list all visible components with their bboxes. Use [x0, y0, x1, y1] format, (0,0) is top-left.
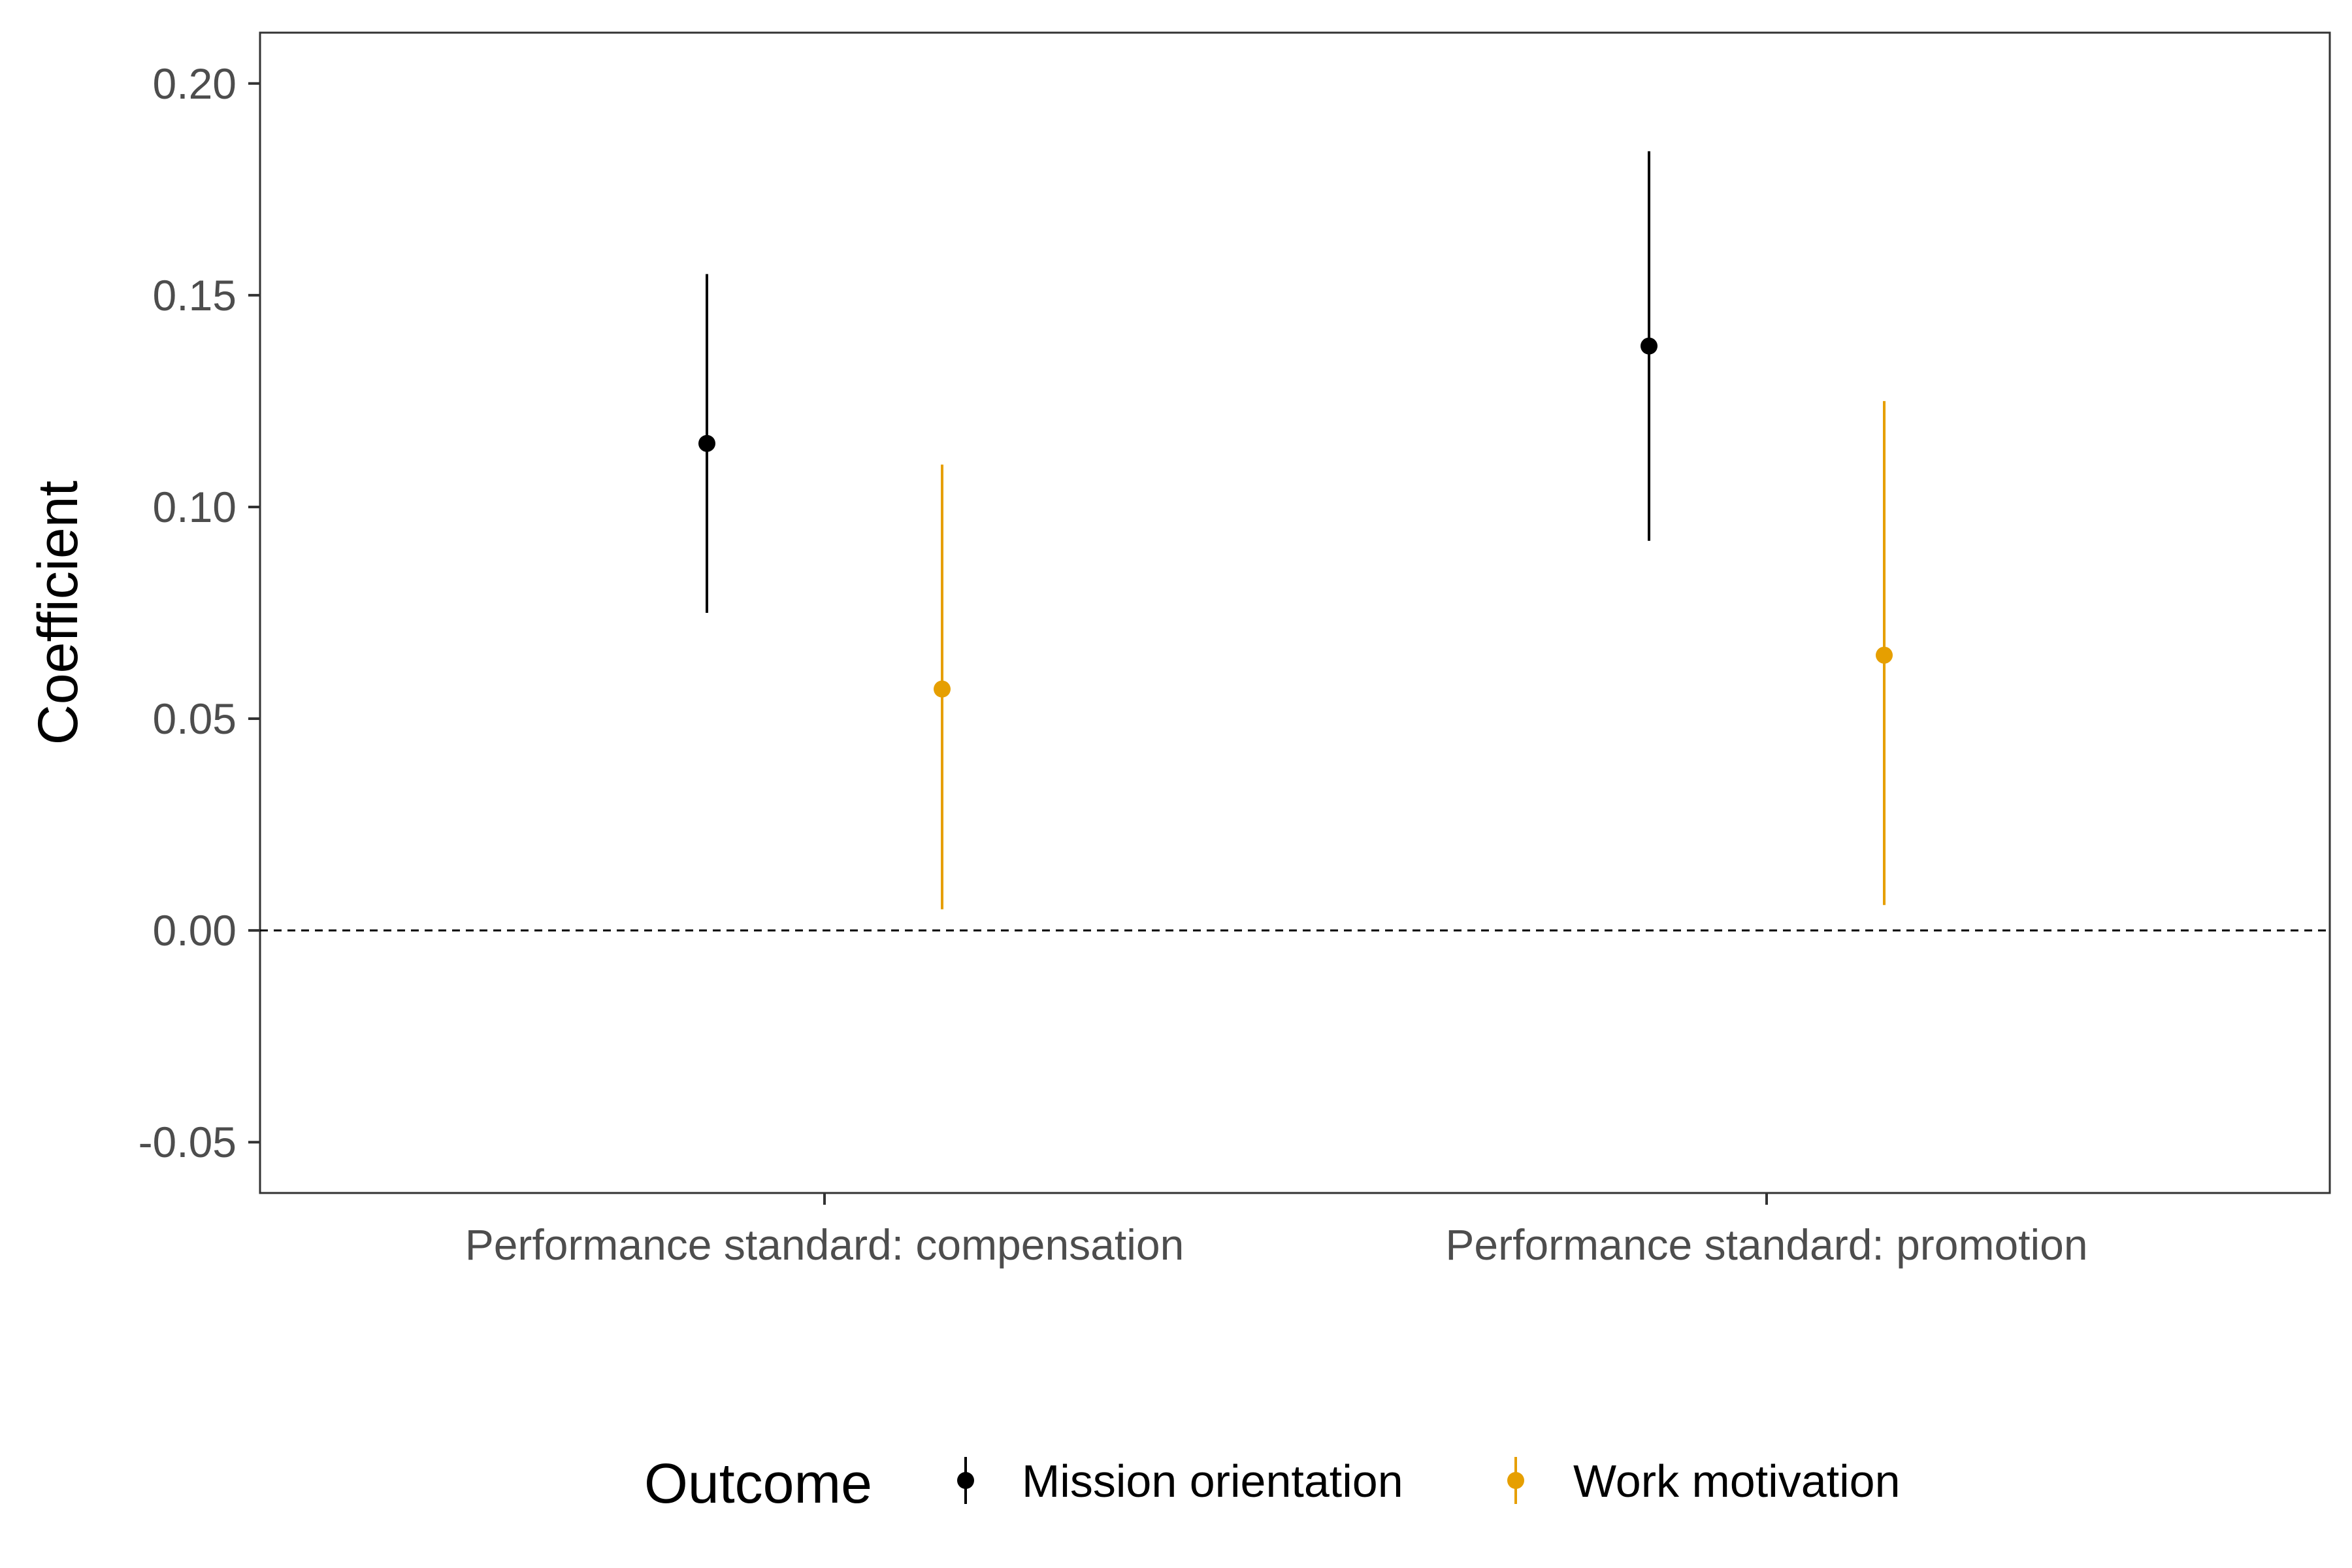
y-tick-label: 0.20: [153, 59, 237, 108]
y-tick-label: 0.15: [153, 271, 237, 319]
point-estimate: [1641, 337, 1658, 355]
legend-title: Outcome: [644, 1452, 872, 1515]
point-estimate: [698, 434, 715, 452]
point-estimate: [934, 680, 951, 698]
y-axis-title: Coefficient: [27, 481, 90, 745]
legend-key-point: [957, 1472, 974, 1489]
plot-area: -0.05 0.00 0.05 0.10 0.15 0.20 Performance sta…: [139, 31, 2331, 1269]
point-estimate: [1876, 646, 1893, 664]
legend-key-point: [1507, 1472, 1524, 1489]
legend-label: Work motivation: [1573, 1456, 1901, 1507]
x-tick-label: Performance standard: promotion: [1445, 1220, 2087, 1269]
x-tick-label: Performance standard: compensation: [465, 1220, 1184, 1269]
legend: Outcome Mission orientation Work motivati…: [644, 1452, 1901, 1515]
legend-label: Mission orientation: [1022, 1456, 1403, 1507]
y-tick-label: 0.00: [153, 906, 237, 955]
y-tick-label: 0.05: [153, 694, 237, 743]
y-tick-label: 0.10: [153, 483, 237, 531]
panel-border: [259, 31, 2331, 1194]
y-tick-label: -0.05: [139, 1118, 237, 1166]
